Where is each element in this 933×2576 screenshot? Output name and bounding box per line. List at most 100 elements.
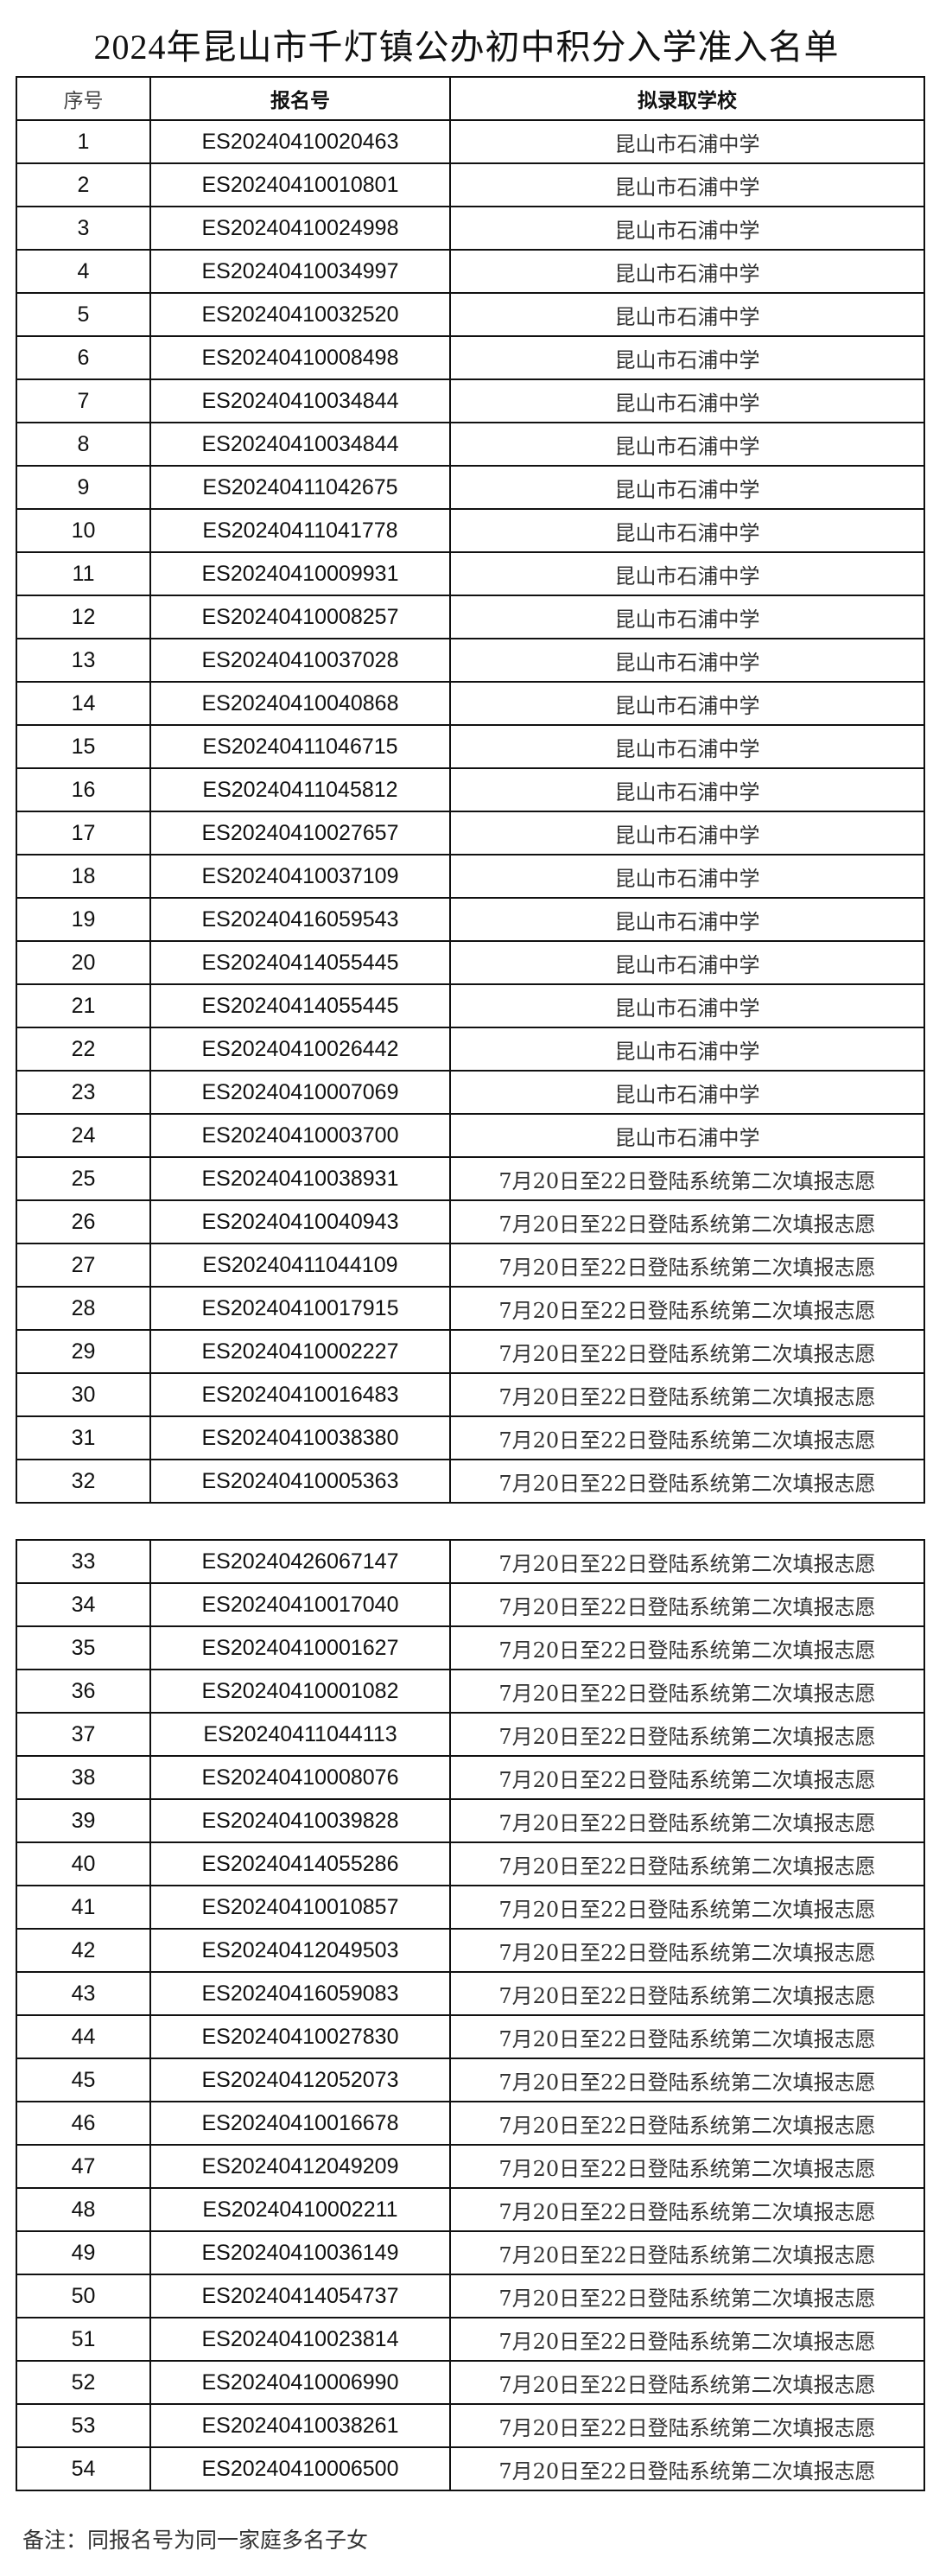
seq-cell: 43	[16, 1971, 151, 2016]
school-cell: 昆山市石浦中学	[449, 681, 925, 726]
school-cell: 7月20日至22日登陆系统第二次填报志愿	[449, 2360, 925, 2405]
reg-no-cell: ES20240410001627	[149, 1625, 451, 1670]
table-row: 43 ES20240416059083 7月20日至22日登陆系统第二次填报志愿	[16, 1971, 925, 2016]
table-row: 32 ES20240410005363 7月20日至22日登陆系统第二次填报志愿	[16, 1459, 925, 1504]
table-row: 29 ES20240410002227 7月20日至22日登陆系统第二次填报志愿	[16, 1329, 925, 1374]
table-row: 33 ES20240426067147 7月20日至22日登陆系统第二次填报志愿	[16, 1539, 925, 1584]
table-row: 35 ES20240410001627 7月20日至22日登陆系统第二次填报志愿	[16, 1625, 925, 1670]
seq-cell: 38	[16, 1755, 151, 1800]
school-cell: 昆山市石浦中学	[449, 508, 925, 553]
reg-no-cell: ES20240416059543	[149, 897, 451, 942]
seq-cell: 35	[16, 1625, 151, 1670]
reg-no-cell: ES20240411045812	[149, 767, 451, 812]
reg-no-cell: ES20240410017040	[149, 1582, 451, 1627]
reg-no-cell: ES20240410017915	[149, 1286, 451, 1331]
table-row: 53 ES20240410038261 7月20日至22日登陆系统第二次填报志愿	[16, 2403, 925, 2448]
seq-cell: 5	[16, 292, 151, 337]
table-row: 36 ES20240410001082 7月20日至22日登陆系统第二次填报志愿	[16, 1669, 925, 1714]
table-row: 34 ES20240410017040 7月20日至22日登陆系统第二次填报志愿	[16, 1582, 925, 1627]
seq-cell: 32	[16, 1459, 151, 1504]
reg-no-cell: ES20240410006500	[149, 2446, 451, 2491]
seq-cell: 54	[16, 2446, 151, 2491]
school-cell: 7月20日至22日登陆系统第二次填报志愿	[449, 1755, 925, 1800]
reg-no-cell: ES20240410008076	[149, 1755, 451, 1800]
table-row: 15 ES20240411046715 昆山市石浦中学	[16, 724, 925, 769]
table-row: 44 ES20240410027830 7月20日至22日登陆系统第二次填报志愿	[16, 2014, 925, 2059]
seq-cell: 26	[16, 1199, 151, 1244]
school-cell: 昆山市石浦中学	[449, 378, 925, 423]
reg-no-cell: ES20240411044109	[149, 1243, 451, 1288]
seq-cell: 36	[16, 1669, 151, 1714]
school-cell: 昆山市石浦中学	[449, 162, 925, 207]
school-cell: 昆山市石浦中学	[449, 422, 925, 467]
school-cell: 昆山市石浦中学	[449, 595, 925, 639]
reg-no-cell: ES20240410034844	[149, 422, 451, 467]
reg-no-cell: ES20240410037109	[149, 854, 451, 899]
school-cell: 7月20日至22日登陆系统第二次填报志愿	[449, 2403, 925, 2448]
reg-no-cell: ES20240410002227	[149, 1329, 451, 1374]
table-row: 18 ES20240410037109 昆山市石浦中学	[16, 854, 925, 899]
table-row: 3 ES20240410024998 昆山市石浦中学	[16, 206, 925, 251]
reg-no-cell: ES20240410016678	[149, 2101, 451, 2146]
school-cell: 7月20日至22日登陆系统第二次填报志愿	[449, 2058, 925, 2102]
reg-no-cell: ES20240410038380	[149, 1415, 451, 1460]
school-cell: 7月20日至22日登陆系统第二次填报志愿	[449, 2014, 925, 2059]
seq-cell: 29	[16, 1329, 151, 1374]
footnote: 备注：同报名号为同一家庭多名子女	[22, 2528, 369, 2553]
reg-no-cell: ES20240411042675	[149, 465, 451, 510]
seq-cell: 28	[16, 1286, 151, 1331]
reg-no-cell: ES20240414055445	[149, 983, 451, 1028]
seq-cell: 25	[16, 1156, 151, 1201]
table-row: 37 ES20240411044113 7月20日至22日登陆系统第二次填报志愿	[16, 1712, 925, 1757]
seq-cell: 47	[16, 2144, 151, 2189]
school-cell: 7月20日至22日登陆系统第二次填报志愿	[449, 1798, 925, 1843]
seq-cell: 21	[16, 983, 151, 1028]
seq-cell: 9	[16, 465, 151, 510]
school-cell: 7月20日至22日登陆系统第二次填报志愿	[449, 2101, 925, 2146]
school-cell: 7月20日至22日登陆系统第二次填报志愿	[449, 1199, 925, 1244]
seq-cell: 7	[16, 378, 151, 423]
school-cell: 7月20日至22日登陆系统第二次填报志愿	[449, 1286, 925, 1331]
seq-cell: 11	[16, 551, 151, 596]
reg-no-cell: ES20240410027830	[149, 2014, 451, 2059]
table-row: 5 ES20240410032520 昆山市石浦中学	[16, 292, 925, 337]
reg-no-cell: ES20240410034844	[149, 378, 451, 423]
table-row: 38 ES20240410008076 7月20日至22日登陆系统第二次填报志愿	[16, 1755, 925, 1800]
school-cell: 昆山市石浦中学	[449, 465, 925, 510]
seq-cell: 44	[16, 2014, 151, 2059]
seq-cell: 4	[16, 249, 151, 294]
reg-no-cell: ES20240411046715	[149, 724, 451, 769]
school-cell: 7月20日至22日登陆系统第二次填报志愿	[449, 2317, 925, 2362]
school-cell: 7月20日至22日登陆系统第二次填报志愿	[449, 1669, 925, 1714]
school-cell: 昆山市石浦中学	[449, 811, 925, 855]
reg-no-cell: ES20240410003700	[149, 1113, 451, 1158]
school-cell: 7月20日至22日登陆系统第二次填报志愿	[449, 1459, 925, 1504]
reg-no-cell: ES20240410027657	[149, 811, 451, 855]
seq-cell: 18	[16, 854, 151, 899]
table-row: 26 ES20240410040943 7月20日至22日登陆系统第二次填报志愿	[16, 1199, 925, 1244]
table-row: 24 ES20240410003700 昆山市石浦中学	[16, 1113, 925, 1158]
table-row: 16 ES20240411045812 昆山市石浦中学	[16, 767, 925, 812]
table-row: 54 ES20240410006500 7月20日至22日登陆系统第二次填报志愿	[16, 2446, 925, 2491]
header-seq: 序号	[16, 76, 151, 121]
school-cell: 7月20日至22日登陆系统第二次填报志愿	[449, 1243, 925, 1288]
reg-no-cell: ES20240414055286	[149, 1841, 451, 1886]
school-cell: 昆山市石浦中学	[449, 335, 925, 380]
seq-cell: 46	[16, 2101, 151, 2146]
reg-no-cell: ES20240410008498	[149, 335, 451, 380]
admission-table-page-2: 33 ES20240426067147 7月20日至22日登陆系统第二次填报志愿 34…	[16, 1539, 925, 2491]
seq-cell: 20	[16, 940, 151, 985]
table-row: 2 ES20240410010801 昆山市石浦中学	[16, 162, 925, 207]
seq-cell: 33	[16, 1539, 151, 1584]
reg-no-cell: ES20240412049503	[149, 1928, 451, 1973]
reg-no-cell: ES20240411041778	[149, 508, 451, 553]
table-row: 39 ES20240410039828 7月20日至22日登陆系统第二次填报志愿	[16, 1798, 925, 1843]
table-row: 42 ES20240412049503 7月20日至22日登陆系统第二次填报志愿	[16, 1928, 925, 1973]
table-row: 45 ES20240412052073 7月20日至22日登陆系统第二次填报志愿	[16, 2058, 925, 2102]
school-cell: 昆山市石浦中学	[449, 249, 925, 294]
reg-no-cell: ES20240410001082	[149, 1669, 451, 1714]
table-row: 9 ES20240411042675 昆山市石浦中学	[16, 465, 925, 510]
table-row: 48 ES20240410002211 7月20日至22日登陆系统第二次填报志愿	[16, 2187, 925, 2232]
seq-cell: 19	[16, 897, 151, 942]
reg-no-cell: ES20240414054737	[149, 2274, 451, 2318]
